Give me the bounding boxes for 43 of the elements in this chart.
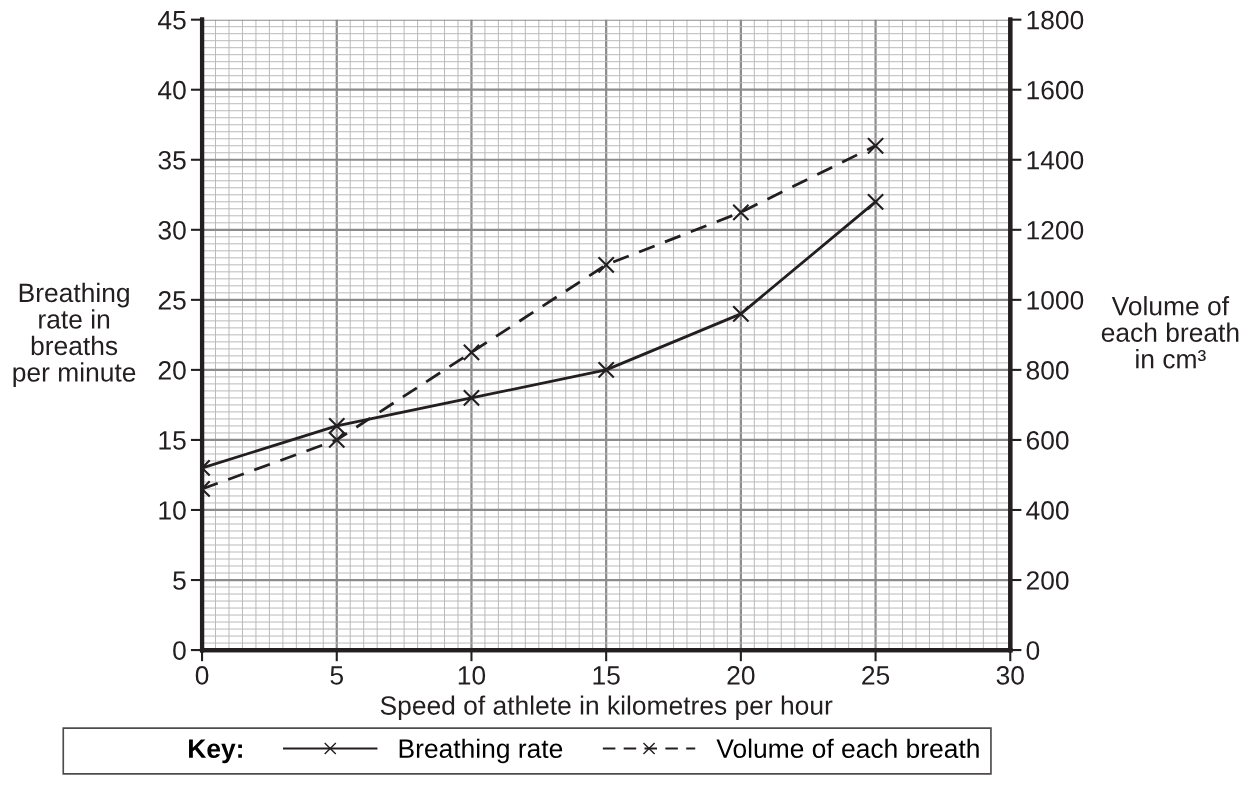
y2-tick-label: 400 — [1026, 501, 1069, 520]
x-tick-label: 5 — [330, 666, 343, 685]
point — [866, 137, 885, 155]
legend-label: Breathing rate — [399, 738, 563, 764]
x-tick-label: 15 — [593, 666, 620, 685]
y-tick-label: 10 — [159, 501, 186, 520]
x-tick-label: 0 — [195, 666, 209, 685]
y-tick-label: 40 — [158, 80, 186, 100]
point — [328, 431, 346, 449]
y2-tick-label: 200 — [1026, 571, 1069, 590]
y2-tick-label: 1400 — [1027, 150, 1084, 170]
x-tick-label: 20 — [727, 666, 755, 685]
x-tick-label: 10 — [458, 666, 486, 685]
y2-axis-title: Volume of each breath in cm³ — [1101, 296, 1239, 369]
x-tick-label: 30 — [996, 666, 1024, 685]
y-tick-label: 35 — [158, 150, 186, 170]
legend-label: Volume of each breath — [716, 738, 979, 759]
point — [462, 389, 481, 407]
y2-tick-label: 1000 — [1027, 290, 1084, 310]
legend-title: Key: — [189, 739, 242, 764]
y2-tick-label: 0 — [1026, 641, 1040, 660]
point — [328, 417, 346, 435]
y2-tick-label: 800 — [1026, 361, 1069, 380]
point — [597, 361, 615, 379]
y-tick-label: 25 — [158, 290, 186, 310]
y2-tick-label: 600 — [1026, 431, 1069, 450]
point — [597, 256, 615, 274]
y-tick-label: 30 — [158, 220, 186, 240]
y2-tick-label: 1200 — [1027, 220, 1084, 240]
y-axis-title: Breathing rate in breaths per minute — [13, 282, 136, 387]
y2-tick-label: 1600 — [1027, 80, 1084, 100]
y-tick-label: 5 — [173, 571, 186, 590]
point — [732, 203, 750, 221]
point — [462, 343, 481, 362]
point — [866, 193, 885, 211]
y-tick-label: 20 — [158, 361, 186, 380]
x-tick-label: 25 — [862, 666, 890, 685]
y2-tick-label: 1800 — [1027, 10, 1084, 30]
y-tick-label: 0 — [173, 641, 186, 660]
y-tick-label: 15 — [159, 431, 186, 450]
x-axis-title: Speed of athlete in kilometres per hour — [380, 695, 833, 721]
y-tick-label: 45 — [158, 11, 186, 30]
point — [732, 305, 750, 323]
